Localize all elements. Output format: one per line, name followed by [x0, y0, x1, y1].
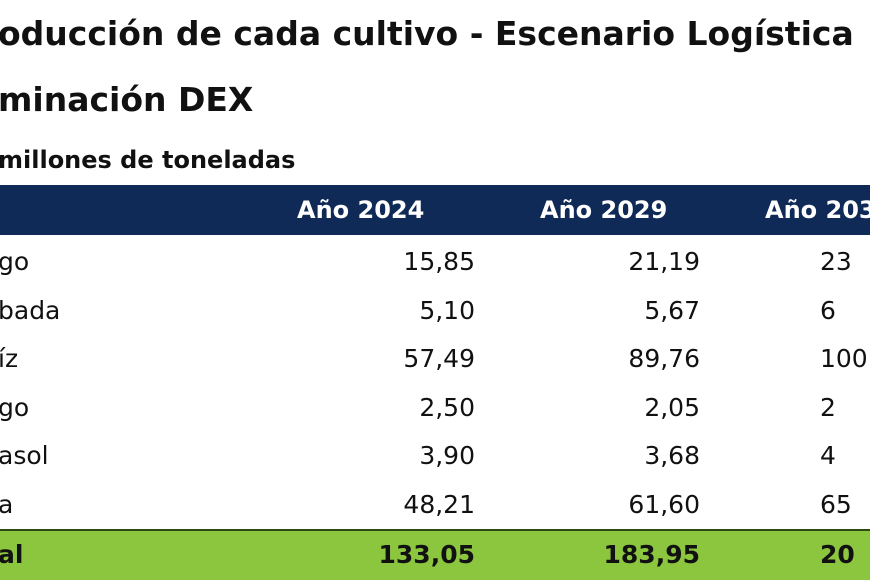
subtitle: millones de toneladas — [0, 146, 296, 174]
cell-value: 20 — [820, 540, 855, 569]
cell-value: 23 — [820, 247, 852, 276]
cell-value: 6 — [820, 295, 836, 325]
cell-label: a — [0, 489, 14, 519]
table-row: go 15,85 21,19 23 — [0, 238, 870, 287]
cell-value: 5,67 — [644, 295, 700, 325]
cell-label: go — [0, 247, 30, 276]
cell-label: asol — [0, 441, 49, 470]
table-row: asol 3,90 3,68 4 — [0, 432, 870, 481]
cell-label: íz — [0, 344, 19, 373]
cell-value: 4 — [820, 441, 836, 470]
cell-label: al — [0, 540, 24, 569]
title: oducción de cada cultivo - Escenario Log… — [0, 14, 854, 53]
title: minación DEX — [0, 80, 254, 119]
cell-value: 89,76 — [628, 344, 700, 373]
cell-value: 61,60 — [628, 489, 700, 519]
cell-value: 2,50 — [419, 392, 475, 422]
table-row: al 133,05 183,95 20 — [0, 529, 870, 580]
table-header: Año 2024 Año 2029 Año 203 — [0, 185, 870, 235]
cell-value: 100 — [820, 344, 868, 373]
cell-label: go — [0, 392, 30, 422]
cell-value: 183,95 — [603, 540, 700, 569]
cell-value: 2 — [820, 392, 836, 422]
column-header: Año 203 — [765, 196, 870, 224]
cell-value: 3,68 — [644, 441, 700, 470]
cell-value: 2,05 — [644, 392, 700, 422]
cell-value: 133,05 — [378, 540, 475, 569]
column-header: Año 2029 — [540, 196, 668, 224]
cell-value: 15,85 — [403, 247, 475, 276]
cell-label: bada — [0, 295, 61, 325]
cell-value: 5,10 — [419, 295, 475, 325]
cell-value: 65 — [820, 489, 852, 519]
column-header: Año 2024 — [297, 196, 425, 224]
cell-value: 48,21 — [403, 489, 475, 519]
cell-value: 3,90 — [419, 441, 475, 470]
table-row: go 2,50 2,05 2 — [0, 384, 870, 433]
table-row: a 48,21 61,60 65 — [0, 481, 870, 530]
table-row: íz 57,49 89,76 100 — [0, 335, 870, 384]
cell-value: 21,19 — [628, 247, 700, 276]
table-row: bada 5,10 5,67 6 — [0, 287, 870, 336]
cell-value: 57,49 — [403, 344, 475, 373]
